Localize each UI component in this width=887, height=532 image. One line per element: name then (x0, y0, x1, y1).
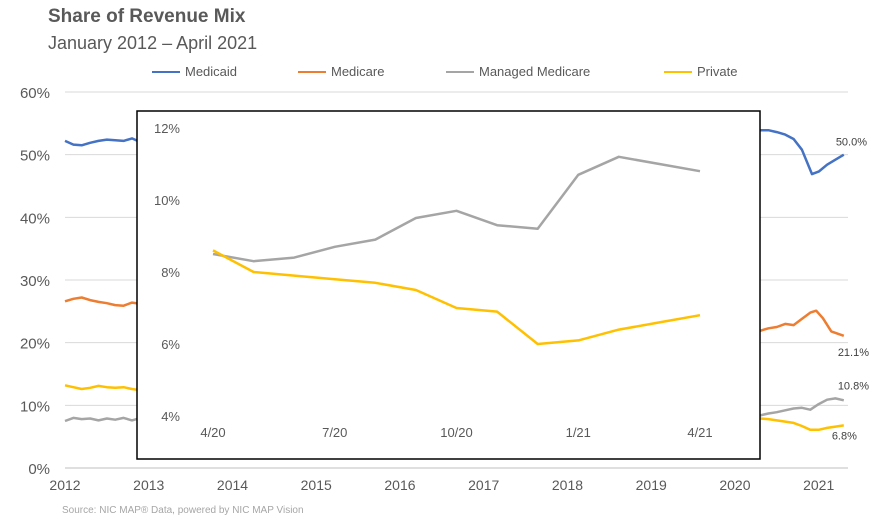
legend-swatch-medicaid (152, 70, 180, 73)
main-y-tick-label: 10% (20, 398, 50, 415)
main-y-tick-label: 0% (28, 461, 50, 478)
series-line-managed-medicare (64, 415, 149, 423)
inset-x-tick-label: 10/20 (440, 425, 473, 440)
main-y-tick-label: 40% (20, 210, 50, 227)
main-x-tick-label: 2012 (49, 477, 80, 493)
chart-subtitle: January 2012 – April 2021 (48, 33, 258, 53)
legend-label-private: Private (697, 64, 738, 79)
inset-y-tick-label: 6% (161, 337, 180, 352)
series-line-medicare (64, 296, 149, 307)
inset-series-line-private (212, 249, 701, 346)
legend-item-managed-medicare: Managed Medicare (446, 64, 590, 79)
main-y-tick-label: 20% (20, 336, 50, 353)
end-label-medicare: 21.1% (838, 347, 869, 359)
legend-swatch-private (664, 70, 692, 73)
end-label-managed-medicare: 10.8% (838, 380, 869, 392)
inset-x-tick-label: 7/20 (322, 425, 347, 440)
inset-series-line-managed-medicare (212, 155, 701, 263)
end-label-private: 6.8% (832, 430, 857, 442)
legend-item-private: Private (664, 64, 737, 79)
legend-item-medicare: Medicare (298, 64, 384, 79)
main-x-tick-label: 2017 (468, 477, 499, 493)
legend-swatch-managed-medicare (446, 70, 474, 73)
legend-item-medicaid: Medicaid (152, 64, 237, 79)
inset-x-tick-label: 4/20 (200, 425, 225, 440)
main-x-tick-label: 2020 (719, 477, 750, 493)
source-note: Source: NIC MAP® Data, powered by NIC MA… (62, 505, 304, 516)
main-x-tick-label: 2014 (217, 477, 248, 493)
main-y-tick-label: 60% (20, 85, 50, 102)
main-x-tick-label: 2021 (803, 477, 834, 493)
main-y-tick-label: 30% (20, 273, 50, 290)
series-line-private (64, 384, 150, 392)
main-x-tick-label: 2019 (636, 477, 667, 493)
inset-y-tick-label: 12% (154, 121, 180, 136)
series-line-medicaid (64, 137, 149, 147)
chart-title: Share of Revenue Mix (48, 6, 246, 27)
inset-chart-panel (136, 110, 761, 460)
legend-label-medicaid: Medicaid (185, 64, 238, 79)
inset-y-tick-label: 8% (161, 265, 180, 280)
inset-x-tick-label: 4/21 (687, 425, 712, 440)
inset-x-tick-label: 1/21 (566, 425, 591, 440)
legend-label-medicare: Medicare (331, 64, 385, 79)
main-x-tick-label: 2018 (552, 477, 583, 493)
inset-y-tick-label: 10% (154, 193, 180, 208)
main-x-tick-label: 2013 (133, 477, 164, 493)
chart-legend: Medicaid Medicare Managed Medicare Priva… (0, 64, 887, 84)
main-x-tick-label: 2016 (384, 477, 415, 493)
inset-y-tick-label: 4% (161, 409, 180, 424)
legend-label-managed-medicare: Managed Medicare (479, 64, 591, 79)
legend-swatch-medicare (298, 70, 326, 73)
main-x-tick-label: 2015 (301, 477, 332, 493)
end-label-medicaid: 50.0% (836, 137, 867, 149)
main-y-tick-label: 50% (20, 148, 50, 165)
